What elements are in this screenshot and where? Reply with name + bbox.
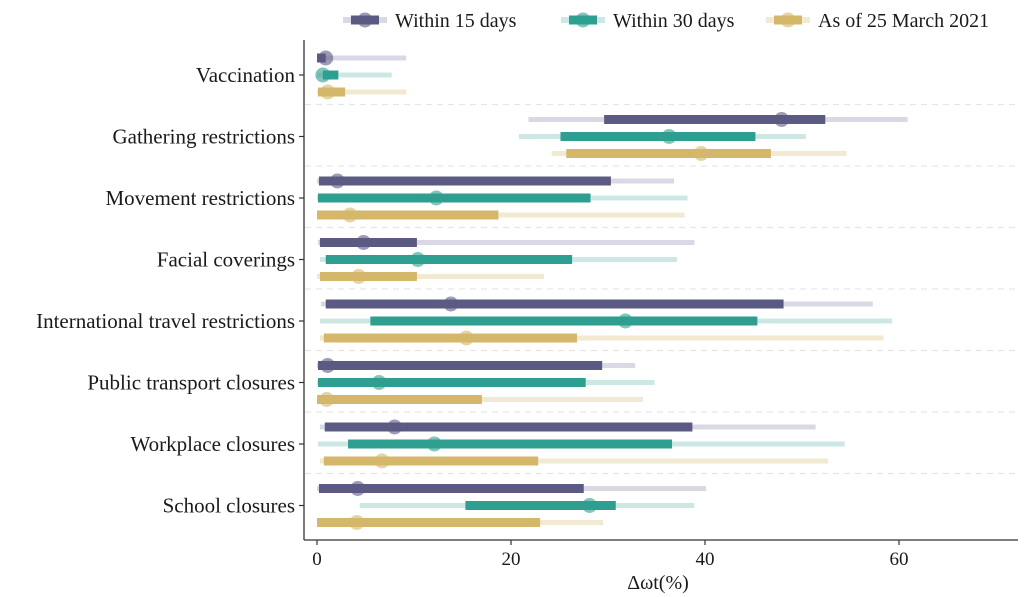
- legend-item-within-15-days: Within 15 days: [343, 10, 517, 32]
- x-tick-label: 60: [890, 549, 909, 570]
- point-estimate: [371, 375, 387, 390]
- legend-label: As of 25 March 2021: [818, 10, 989, 32]
- interval-public-transport-closures-within-30-days: [317, 375, 655, 390]
- plot-area: [315, 50, 908, 530]
- point-estimate: [661, 129, 677, 144]
- category-label-public-transport-closures: Public transport closures: [87, 371, 295, 395]
- point-estimate: [374, 453, 390, 469]
- x-tick-label: 0: [312, 549, 322, 570]
- legend-marker: [575, 12, 591, 28]
- point-estimate: [428, 190, 444, 206]
- point-estimate: [582, 498, 598, 513]
- interval-public-transport-closures-as-of-25-march-2021: [317, 392, 643, 407]
- point-estimate: [329, 173, 345, 189]
- interval-movement-restrictions-within-15-days: [317, 173, 674, 189]
- point-estimate: [342, 207, 358, 223]
- interval-facial-coverings-within-15-days: [317, 235, 695, 250]
- point-estimate: [426, 436, 442, 452]
- interval-gathering-restrictions-within-30-days: [518, 129, 806, 144]
- point-estimate: [315, 67, 331, 83]
- point-estimate: [617, 313, 633, 329]
- x-ticks: 0 20 40 60: [312, 540, 909, 570]
- category-label-vaccination: Vaccination: [196, 63, 296, 87]
- interval-school-closures-within-15-days: [317, 481, 706, 496]
- point-estimate: [318, 50, 334, 66]
- point-estimate: [410, 252, 426, 267]
- point-estimate: [693, 146, 709, 161]
- interval-vaccination-within-15-days: [317, 50, 407, 66]
- category-label-international-travel-restrictions: International travel restrictions: [36, 309, 295, 333]
- interval-movement-restrictions-within-30-days: [317, 190, 688, 206]
- point-estimate: [320, 84, 336, 100]
- interval-school-closures-within-30-days: [359, 498, 695, 513]
- point-estimate: [351, 269, 367, 284]
- legend-label: Within 15 days: [395, 10, 517, 32]
- point-estimate: [320, 358, 336, 373]
- point-estimate: [319, 392, 335, 407]
- category-label-facial-coverings: Facial coverings: [157, 248, 295, 272]
- interval-workplace-closures-within-30-days: [317, 436, 845, 452]
- category-label-workplace-closures: Workplace closures: [131, 432, 296, 456]
- interval-workplace-closures-as-of-25-march-2021: [319, 453, 829, 469]
- interval-school-closures-as-of-25-march-2021: [317, 515, 604, 530]
- x-tick-label: 20: [502, 549, 521, 570]
- point-estimate: [443, 296, 459, 312]
- interval-gathering-restrictions-as-of-25-march-2021: [551, 146, 847, 161]
- interval-movement-restrictions-as-of-25-march-2021: [317, 207, 685, 223]
- interval-gathering-restrictions-within-15-days: [528, 112, 908, 127]
- legend-item-within-30-days: Within 30 days: [561, 10, 735, 32]
- point-estimate: [387, 419, 403, 435]
- interval-international-travel-restrictions-within-30-days: [319, 313, 893, 329]
- category-label-school-closures: School closures: [163, 494, 295, 518]
- legend-label: Within 30 days: [613, 10, 735, 32]
- point-estimate: [774, 112, 790, 127]
- legend-marker: [357, 12, 373, 28]
- interval-workplace-closures-within-15-days: [319, 419, 816, 435]
- interval-vaccination-as-of-25-march-2021: [317, 84, 407, 100]
- category-label-movement-restrictions: Movement restrictions: [105, 186, 295, 210]
- interval-international-travel-restrictions-within-15-days: [320, 296, 873, 312]
- point-estimate: [356, 235, 372, 250]
- interval-facial-coverings-within-30-days: [319, 252, 677, 267]
- interval-vaccination-within-30-days: [315, 67, 392, 83]
- point-estimate: [349, 515, 365, 530]
- x-axis-title: Δωt(%): [627, 572, 689, 594]
- interval-public-transport-closures-within-15-days: [317, 358, 636, 373]
- interval-facial-coverings-as-of-25-march-2021: [317, 269, 544, 284]
- legend: Within 15 days Within 30 days As of 25 Mar…: [343, 10, 989, 32]
- point-estimate: [350, 481, 366, 496]
- x-tick-label: 40: [696, 549, 715, 570]
- y-category-labels: Vaccination Gathering restrictions Movemen…: [36, 63, 304, 518]
- legend-marker: [780, 12, 796, 28]
- point-estimate: [458, 330, 474, 346]
- interval-international-travel-restrictions-as-of-25-march-2021: [319, 330, 884, 346]
- category-label-gathering-restrictions: Gathering restrictions: [112, 125, 295, 149]
- category-separators: [305, 103, 1018, 475]
- legend-item-as-of-25-march-2021: As of 25 March 2021: [766, 10, 989, 32]
